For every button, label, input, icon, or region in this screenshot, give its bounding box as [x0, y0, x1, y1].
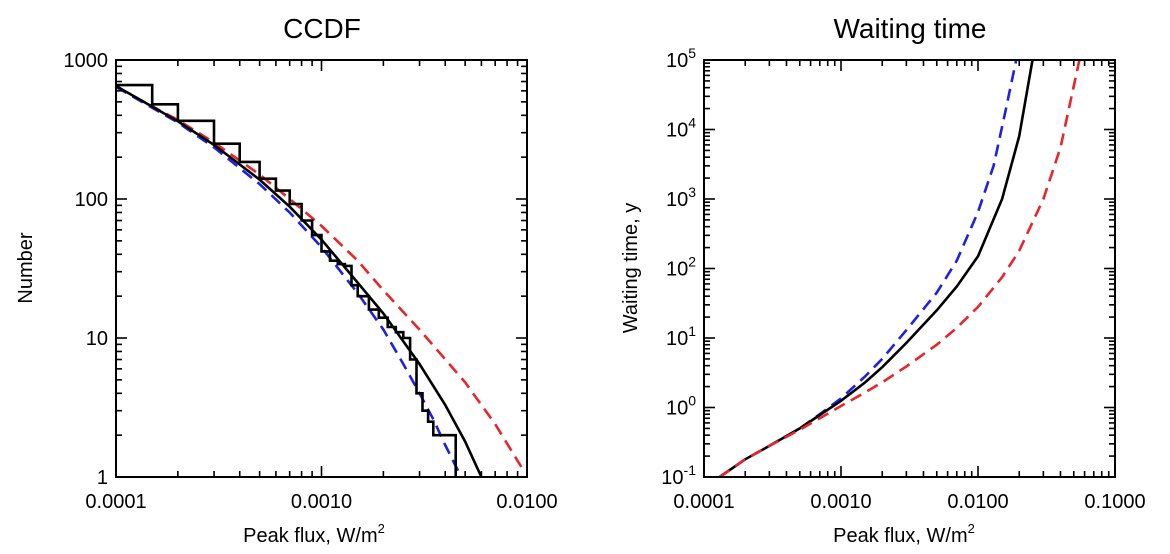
- series-line-blue-dashed-fit: [115, 85, 463, 478]
- y-tick-label: 102: [666, 254, 696, 281]
- series-line-red-dashed-fit: [115, 85, 524, 470]
- y-tick-label: 104: [666, 115, 696, 142]
- x-tick-label: 0.0001: [85, 491, 146, 513]
- y-axis-label: Number: [15, 232, 37, 303]
- x-axis-label: Peak flux, W/m2: [243, 521, 385, 547]
- y-tick-label: 10: [86, 328, 108, 350]
- plot-frame: [703, 59, 1116, 478]
- x-axis-label: Peak flux, W/m2: [833, 521, 975, 547]
- y-tick-label: 100: [666, 393, 696, 420]
- series-line-red-dashed-fit: [718, 59, 1081, 479]
- series-line-black-solid-fit: [115, 84, 483, 478]
- chart-ccdf: CCDF Peak flux, W/m2 Number 0.0001 0.0010…: [15, 13, 558, 547]
- y-tick-label: 103: [666, 184, 696, 211]
- x-tick-label: 0.0100: [496, 491, 557, 513]
- x-tick-label: 0.0010: [291, 491, 352, 513]
- series-line-black-solid-fit: [718, 59, 1034, 479]
- x-tick-label: 0.0010: [810, 491, 871, 513]
- series-line-black-step-data: [116, 83, 457, 477]
- y-tick-label: 1: [97, 467, 108, 489]
- x-tick-label: 0.0100: [947, 491, 1008, 513]
- y-tick-label: 10-1: [661, 462, 696, 489]
- chart-title: Waiting time: [833, 13, 986, 44]
- chart-title: CCDF: [283, 13, 361, 44]
- series-line-blue-dashed-fit: [718, 59, 1018, 479]
- y-tick-label: 1000: [64, 50, 109, 72]
- chart-waiting-time: Waiting time Peak flux, W/m2 Waiting tim…: [620, 13, 1146, 547]
- x-tick-label: 0.1000: [1084, 491, 1145, 513]
- y-tick-label: 100: [75, 189, 108, 211]
- x-tick-label: 0.0001: [673, 491, 734, 513]
- y-axis-label: Waiting time, y: [620, 203, 642, 333]
- y-tick-label: 101: [666, 323, 696, 350]
- y-tick-label: 105: [666, 45, 696, 72]
